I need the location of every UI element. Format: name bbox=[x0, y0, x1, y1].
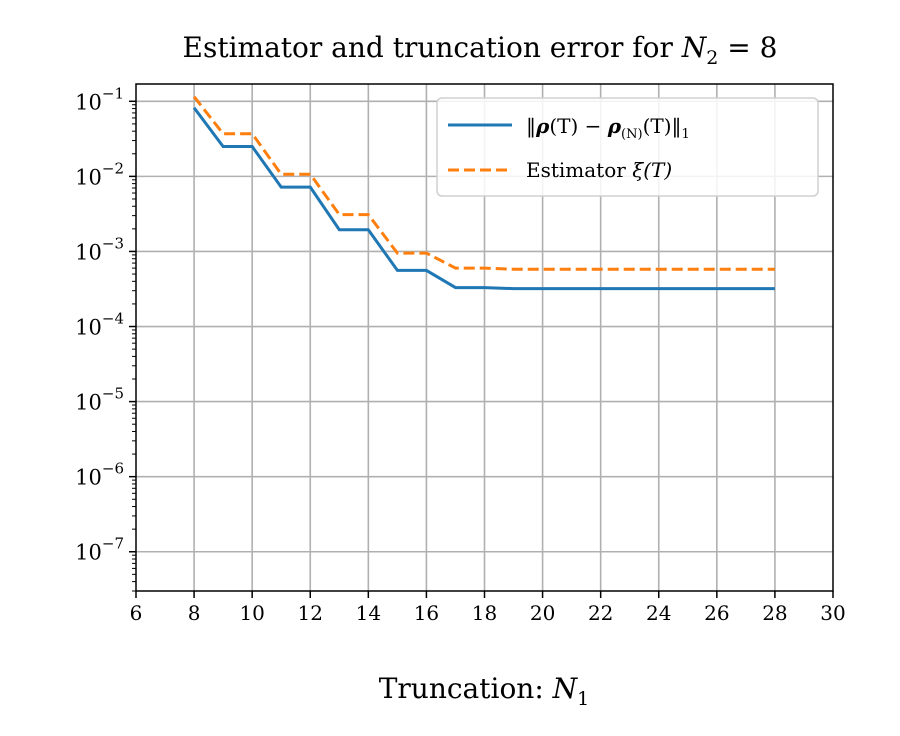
x-axis-ticks: 6 8 10 12 14 16 18 20 22 24 26 28 30 bbox=[130, 591, 846, 625]
y-tick-label: 10−2 bbox=[75, 159, 124, 189]
series-lines bbox=[192, 95, 775, 291]
legend-label-estimator: Estimator ξ(T) bbox=[526, 158, 672, 182]
legend: ‖ρ(T) − ρ(N)(T)‖1 Estimator ξ(T) bbox=[436, 97, 819, 197]
x-tick-label: 22 bbox=[588, 601, 613, 625]
chart-title: Estimator and truncation error for N2 = … bbox=[183, 31, 778, 69]
x-tick-label: 14 bbox=[356, 601, 381, 625]
y-tick-label: 10−1 bbox=[75, 84, 124, 114]
y-tick-label: 10−5 bbox=[75, 385, 124, 415]
series-line-error bbox=[192, 106, 775, 291]
x-tick-label: 28 bbox=[762, 601, 787, 625]
x-tick-label: 24 bbox=[646, 601, 671, 625]
legend-box bbox=[436, 97, 819, 197]
legend-label-error: ‖ρ(T) − ρ(N)(T)‖1 bbox=[526, 114, 690, 142]
x-tick-label: 26 bbox=[704, 601, 729, 625]
y-tick-label: 10−7 bbox=[75, 535, 124, 565]
x-tick-label: 8 bbox=[188, 601, 201, 625]
x-axis-label: Truncation: N1 bbox=[379, 672, 590, 710]
y-tick-label: 10−4 bbox=[75, 310, 124, 340]
x-tick-label: 16 bbox=[414, 601, 439, 625]
x-tick-label: 10 bbox=[239, 601, 264, 625]
y-tick-label: 10−6 bbox=[75, 460, 124, 490]
x-tick-label: 30 bbox=[820, 601, 845, 625]
series-line-estimator bbox=[192, 95, 775, 271]
y-axis-ticks: 10−1 10−2 10−3 10−4 10−5 10−6 10−7 bbox=[75, 84, 136, 565]
x-tick-label: 6 bbox=[130, 601, 143, 625]
y-tick-label: 10−3 bbox=[75, 234, 124, 264]
x-tick-label: 20 bbox=[530, 601, 555, 625]
x-tick-label: 12 bbox=[298, 601, 323, 625]
x-tick-label: 18 bbox=[472, 601, 497, 625]
